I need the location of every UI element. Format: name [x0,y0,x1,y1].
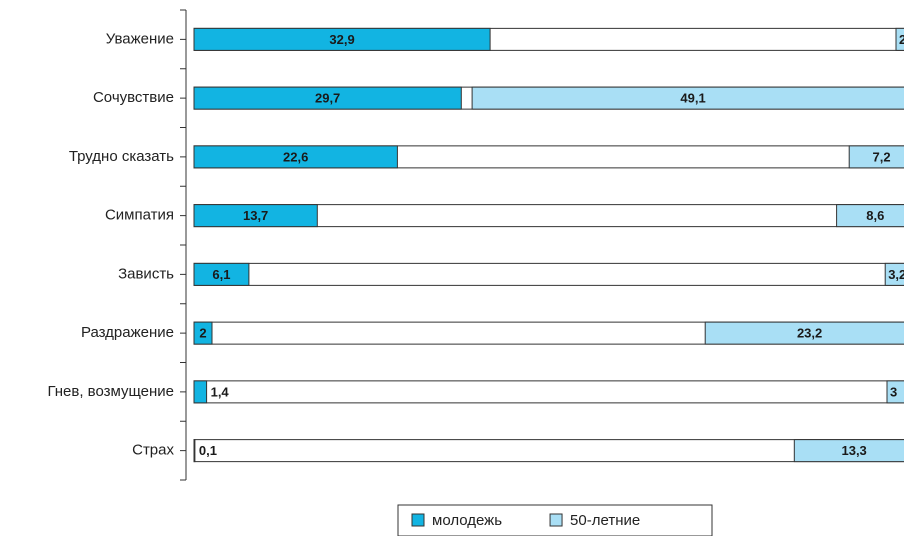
bar [193,27,491,51]
category-label: Зависть [118,265,174,282]
value-label: 1,4 [211,384,230,399]
legend-label: молодежь [432,512,502,529]
category-label: Трудно сказать [69,148,174,165]
bar [886,380,904,404]
bar [193,86,462,110]
category-label: Раздражение [81,324,174,341]
legend-swatch [411,513,425,527]
value-label: 0,1 [199,443,217,458]
value-label: 2 [199,326,206,341]
row-frame [193,380,904,404]
category-label: Гнев, возмущение [47,383,174,400]
value-label: 29,7 [315,91,340,106]
bar [193,321,213,345]
value-label: 22,6 [283,149,308,164]
value-label: 13,3 [841,443,866,458]
value-label: 3 [890,384,897,399]
category-label: Симпатия [105,207,174,224]
value-label: 32,9 [329,32,354,47]
bar [704,321,904,345]
row-frame [193,262,904,286]
value-label: 3,2 [888,267,904,282]
bar [848,145,904,169]
bar [193,439,196,463]
value-label: 13,7 [243,208,268,223]
bar [836,204,904,228]
bar [193,380,208,404]
value-label: 2 [899,32,904,47]
category-label: Страх [132,442,174,459]
bar [193,145,398,169]
category-label: Уважение [106,30,174,47]
bar [895,27,904,51]
value-label: 8,6 [866,208,884,223]
bar [193,262,250,286]
bar [793,439,904,463]
value-label: 23,2 [797,326,822,341]
category-label: Сочувствие [93,89,174,106]
bar [193,204,318,228]
legend-label: 50-летние [570,512,640,529]
bar [471,86,904,110]
bar [884,262,904,286]
value-label: 7,2 [873,149,891,164]
value-label: 49,1 [680,91,705,106]
value-label: 6,1 [212,267,230,282]
legend-swatch [549,513,563,527]
